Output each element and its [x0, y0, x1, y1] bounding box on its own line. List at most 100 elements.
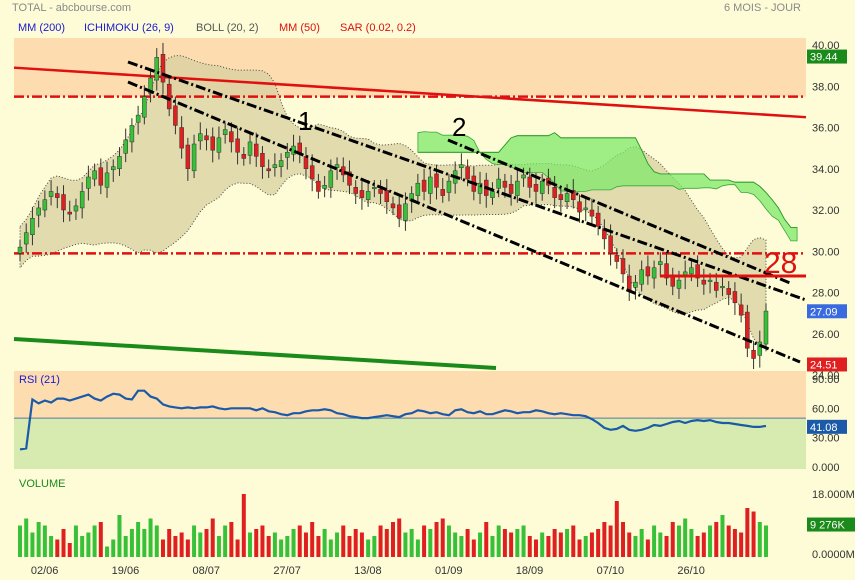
candle [539, 180, 545, 194]
volume-bar [652, 525, 657, 557]
volume-bar [92, 525, 97, 557]
volume-bar [720, 515, 725, 557]
candle [253, 143, 259, 157]
y-tick-label: 32.00 [812, 205, 840, 217]
candle [198, 133, 203, 142]
volume-bar [614, 501, 619, 557]
candle [434, 173, 439, 188]
candle [316, 180, 321, 192]
volume-bar [353, 529, 358, 557]
y-tick-label: 34.00 [812, 164, 840, 176]
volume-bar [658, 532, 663, 557]
volume-bar [291, 529, 296, 557]
volume-bar [689, 529, 694, 557]
x-tick-label: 08/07 [193, 565, 221, 577]
volume-bar [527, 536, 532, 557]
x-tick-label: 18/09 [516, 565, 544, 577]
candle [620, 258, 626, 275]
candle [614, 255, 620, 262]
volume-bar [316, 536, 321, 557]
rsi-tick-label: 0.000 [812, 462, 840, 474]
candle [173, 105, 178, 126]
rsi-tick-label: 60.00 [812, 403, 840, 415]
candle [23, 232, 29, 245]
candle [726, 288, 731, 295]
volume-bar [621, 522, 626, 557]
candle [266, 168, 271, 172]
high-marker-bg [807, 49, 847, 64]
volume-bar [757, 522, 762, 557]
volume-bar [254, 529, 259, 557]
candle [48, 191, 54, 197]
volume-bar [341, 525, 346, 557]
volume-bar [279, 539, 284, 557]
volume-bar [391, 522, 395, 557]
rsi-last-bg [807, 419, 847, 434]
volume-bar [378, 525, 383, 557]
volume-bar [428, 529, 433, 557]
volume-bar [160, 539, 165, 557]
volume-bar [397, 518, 402, 557]
volume-bar [42, 525, 47, 557]
candle [36, 207, 41, 216]
moving-average-200 [13, 337, 497, 370]
candle [651, 267, 657, 279]
candle [508, 183, 514, 194]
candle [222, 129, 228, 135]
volume-bar [664, 536, 669, 557]
volume-bar [235, 539, 240, 557]
candle [111, 166, 116, 171]
candle [123, 139, 128, 154]
volume-bar [471, 539, 476, 557]
volume-bar [24, 518, 29, 557]
candle [521, 174, 526, 179]
candle [577, 201, 582, 213]
candle [763, 310, 769, 345]
candle [446, 180, 452, 193]
rsi-tick-label: 30.00 [812, 433, 840, 445]
candle [515, 180, 520, 196]
y-tick-label: 28.00 [812, 288, 840, 300]
volume-bar [596, 529, 601, 557]
volume-bar [732, 529, 737, 557]
candle [148, 77, 153, 94]
legend-ichimoku: ICHIMOKU (26, 9) [84, 22, 174, 34]
candle [714, 281, 719, 291]
volume-bar [335, 532, 340, 557]
volume-bar [297, 525, 302, 557]
candle [689, 267, 694, 275]
candle [353, 187, 358, 194]
candle [502, 180, 508, 188]
volume-bar [521, 525, 526, 557]
candle [639, 269, 644, 285]
candle [73, 205, 79, 212]
trend-channel-2-upper [447, 138, 791, 285]
candle [415, 182, 421, 196]
volume-bar [322, 529, 327, 557]
volume-bar [198, 532, 203, 557]
candle [608, 235, 613, 254]
volume-bar [502, 529, 507, 557]
volume-bars [18, 494, 768, 557]
annotation-channel-1: 1 [298, 106, 312, 136]
volume-bar [204, 529, 209, 557]
volume-tick-label: 0.0000M [812, 549, 855, 561]
volume-last-value: 9 276K [810, 520, 846, 532]
candle [86, 176, 91, 189]
candle [496, 178, 501, 189]
volume-bar [384, 529, 389, 557]
volume-bar [764, 525, 768, 557]
volume-bar [546, 536, 551, 557]
candle [55, 193, 60, 198]
volume-bar [73, 525, 78, 557]
candle [533, 183, 539, 192]
volume-bar [173, 536, 178, 557]
chart-period: 6 MOIS - JOUR [724, 2, 802, 14]
candle [595, 212, 601, 227]
candle [61, 194, 66, 211]
candle [166, 83, 172, 110]
volume-bar [105, 546, 110, 557]
volume-bar [583, 536, 588, 557]
